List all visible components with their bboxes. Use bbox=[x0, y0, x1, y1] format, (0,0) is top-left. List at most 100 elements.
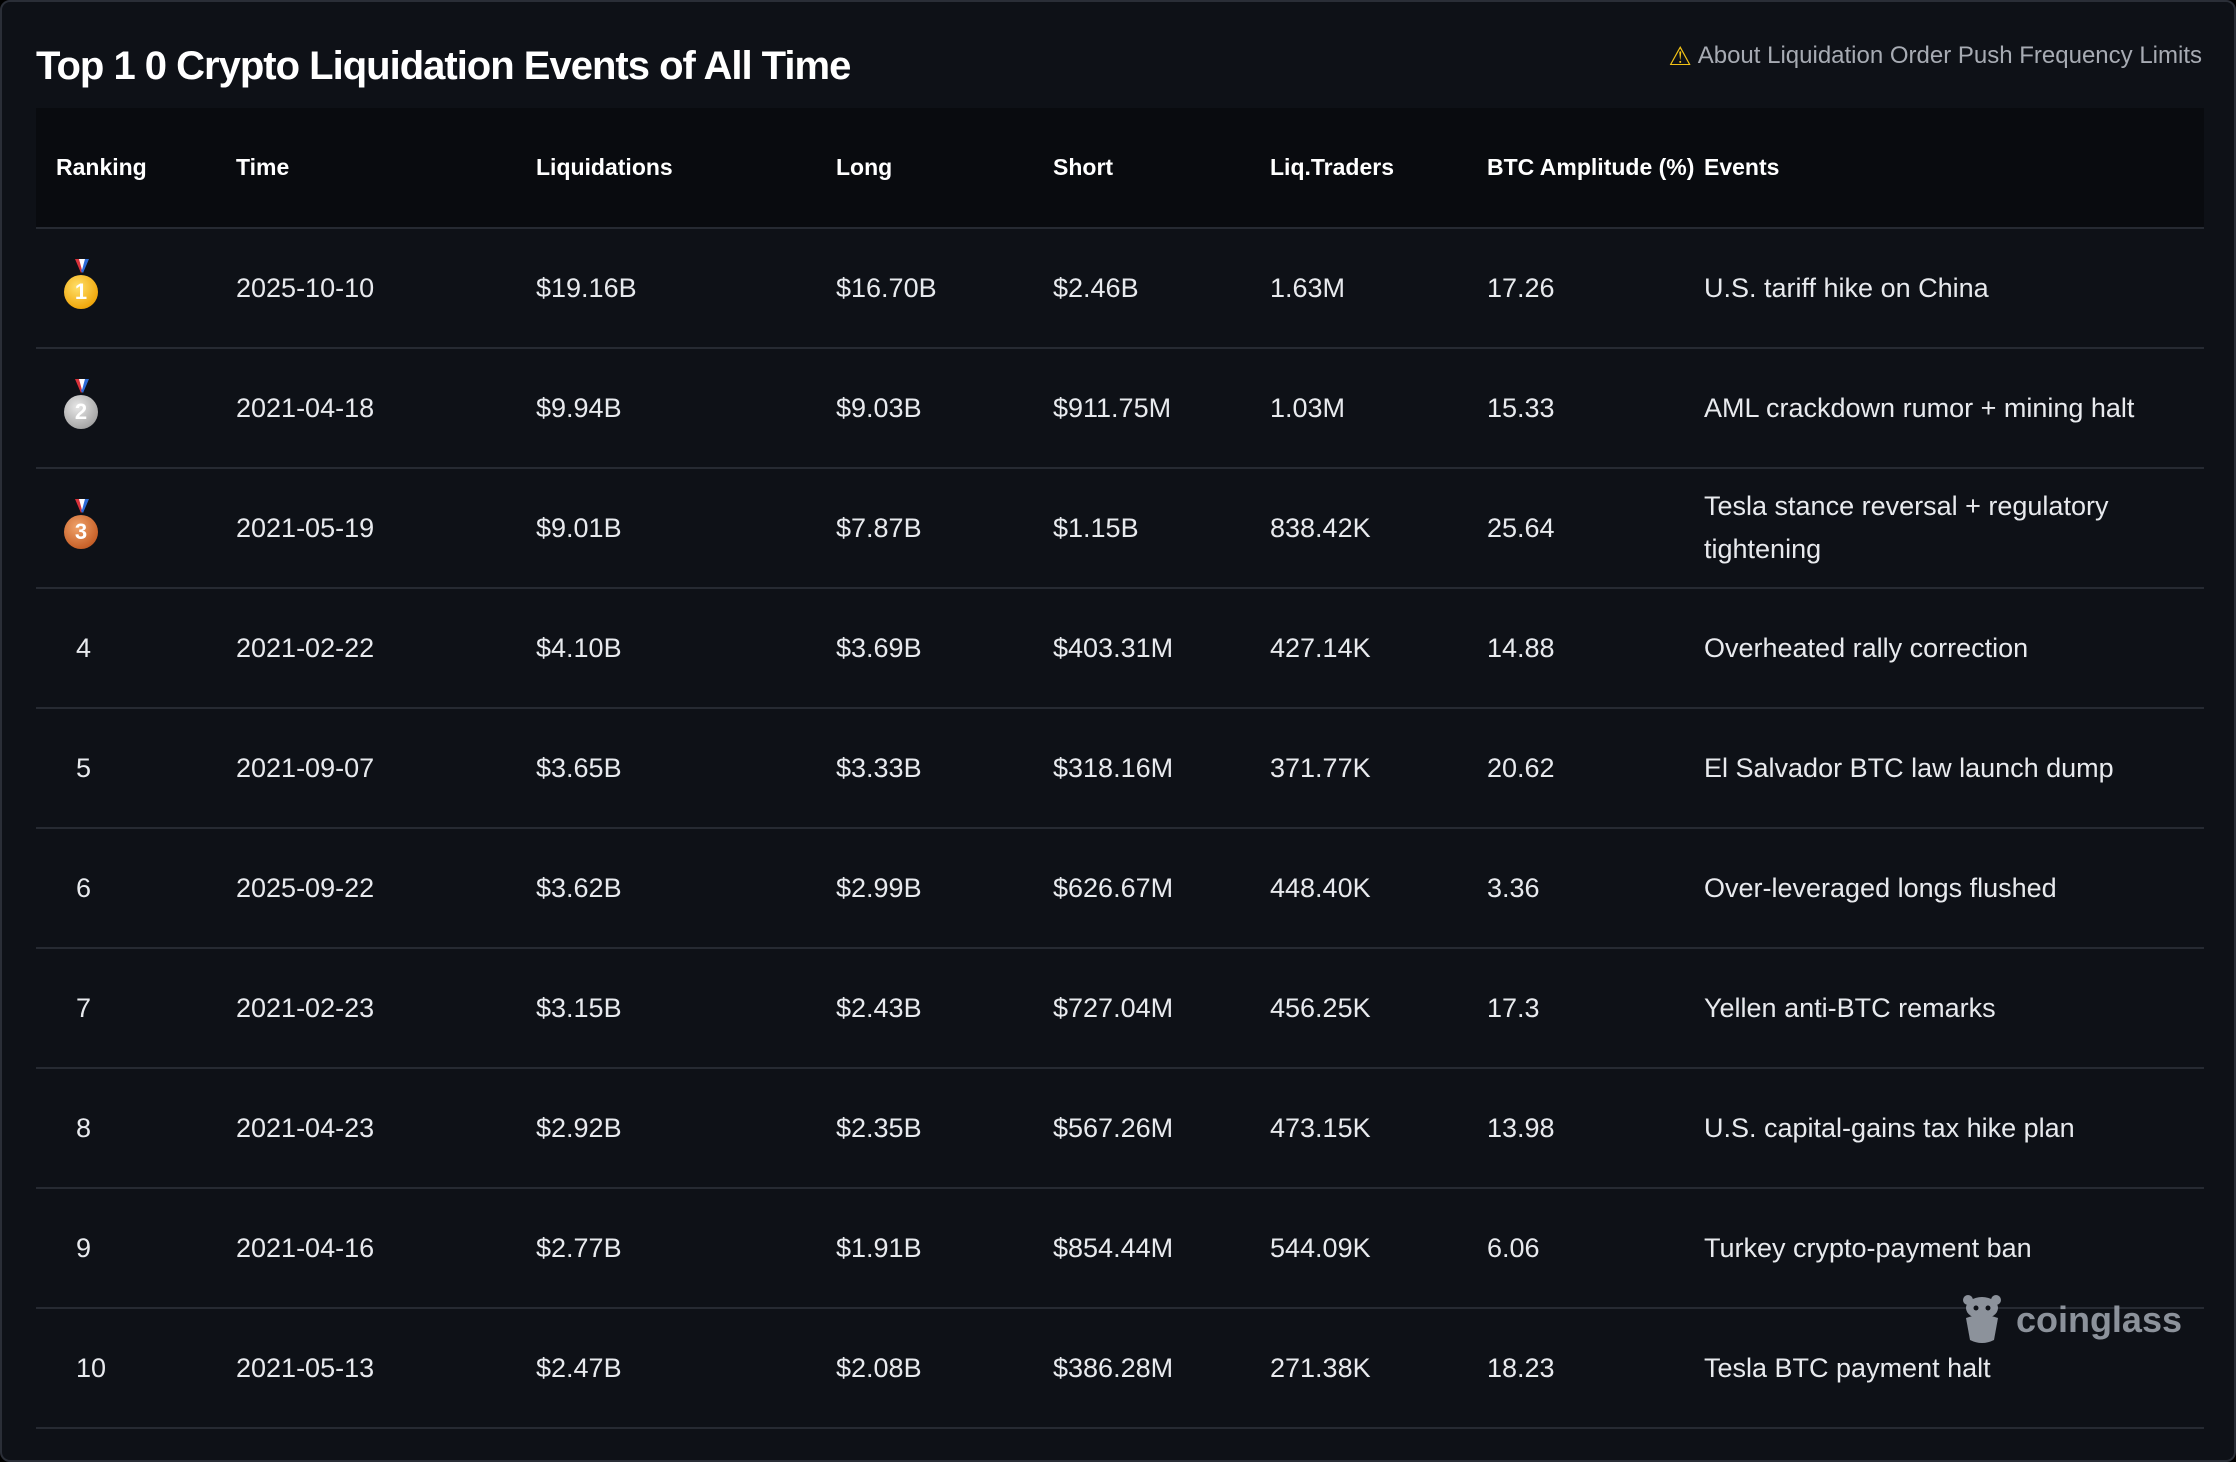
short-cell: $854.44M bbox=[1033, 1188, 1250, 1309]
rank-cell: 2 bbox=[36, 348, 216, 469]
btc-amplitude-cell: 20.62 bbox=[1467, 708, 1684, 829]
time-cell: 2021-04-16 bbox=[216, 1188, 516, 1309]
short-cell: $727.04M bbox=[1033, 948, 1250, 1069]
short-cell: $386.28M bbox=[1033, 1308, 1250, 1429]
gold-medal-icon: 1 bbox=[64, 258, 100, 311]
coinglass-logo-icon bbox=[1962, 1295, 2001, 1343]
liquidations-cell: $2.47B bbox=[516, 1308, 816, 1429]
btc-amplitude-cell: 13.98 bbox=[1467, 1068, 1684, 1189]
liquidation-table: Ranking Time Liquidations Long Short Liq… bbox=[36, 108, 2204, 1429]
rank-cell: 3 bbox=[36, 468, 216, 589]
long-cell: $2.08B bbox=[816, 1308, 1033, 1429]
liq-traders-cell: 271.38K bbox=[1250, 1308, 1467, 1429]
short-cell: $626.67M bbox=[1033, 828, 1250, 949]
long-cell: $3.69B bbox=[816, 588, 1033, 709]
liquidations-cell: $3.62B bbox=[516, 828, 816, 949]
long-cell: $7.87B bbox=[816, 468, 1033, 589]
btc-amplitude-cell: 17.3 bbox=[1467, 948, 1684, 1069]
liq-traders-cell: 473.15K bbox=[1250, 1068, 1467, 1189]
table-row: 8 2021-04-23 $2.92B $2.35B $567.26M 473.… bbox=[36, 1068, 2204, 1189]
short-cell: $403.31M bbox=[1033, 588, 1250, 709]
event-cell: U.S. tariff hike on China bbox=[1684, 228, 2204, 349]
rank-cell: 9 bbox=[36, 1188, 216, 1309]
table-row: 6 2025-09-22 $3.62B $2.99B $626.67M 448.… bbox=[36, 828, 2204, 949]
time-cell: 2021-09-07 bbox=[216, 708, 516, 829]
table-row: 7 2021-02-23 $3.15B $2.43B $727.04M 456.… bbox=[36, 948, 2204, 1069]
silver-medal-icon: 2 bbox=[64, 378, 100, 431]
time-cell: 2025-10-10 bbox=[216, 228, 516, 349]
bronze-medal-icon: 3 bbox=[64, 498, 100, 551]
frequency-limits-link[interactable]: About Liquidation Order Push Frequency L… bbox=[1697, 42, 2202, 69]
btc-amplitude-cell: 3.36 bbox=[1467, 828, 1684, 949]
btc-amplitude-cell: 25.64 bbox=[1467, 468, 1684, 589]
table-row: 9 2021-04-16 $2.77B $1.91B $854.44M 544.… bbox=[36, 1188, 2204, 1309]
table-row: 2 2021-04-18 $9.94B $9.03B $911.75M 1.03… bbox=[36, 348, 2204, 469]
table-header-row: Ranking Time Liquidations Long Short Liq… bbox=[36, 108, 2204, 229]
column-header-liquidations[interactable]: Liquidations bbox=[516, 108, 816, 229]
liq-traders-cell: 1.03M bbox=[1250, 348, 1467, 469]
liquidations-cell: $2.92B bbox=[516, 1068, 816, 1189]
btc-amplitude-cell: 6.06 bbox=[1467, 1188, 1684, 1309]
liquidations-cell: $3.65B bbox=[516, 708, 816, 829]
column-header-liq-traders[interactable]: Liq.Traders bbox=[1250, 108, 1467, 229]
liq-traders-cell: 427.14K bbox=[1250, 588, 1467, 709]
time-cell: 2021-04-18 bbox=[216, 348, 516, 469]
btc-amplitude-cell: 15.33 bbox=[1467, 348, 1684, 469]
table-row: 5 2021-09-07 $3.65B $3.33B $318.16M 371.… bbox=[36, 708, 2204, 829]
event-cell: Overheated rally correction bbox=[1684, 588, 2204, 709]
time-cell: 2021-02-23 bbox=[216, 948, 516, 1069]
coinglass-wordmark: coinglass bbox=[2015, 1299, 2182, 1340]
table-row: 10 2021-05-13 $2.47B $2.08B $386.28M 271… bbox=[36, 1308, 2204, 1429]
long-cell: $9.03B bbox=[816, 348, 1033, 469]
time-cell: 2021-05-13 bbox=[216, 1308, 516, 1429]
table-row: 3 2021-05-19 $9.01B $7.87B $1.15B 838.42… bbox=[36, 468, 2204, 589]
liquidations-cell: $9.01B bbox=[516, 468, 816, 589]
column-header-time[interactable]: Time bbox=[216, 108, 516, 229]
liq-traders-cell: 838.42K bbox=[1250, 468, 1467, 589]
rank-cell: 5 bbox=[36, 708, 216, 829]
liq-traders-cell: 448.40K bbox=[1250, 828, 1467, 949]
event-cell: Tesla stance reversal + regulatory tight… bbox=[1684, 468, 2204, 589]
short-cell: $567.26M bbox=[1033, 1068, 1250, 1189]
liquidations-cell: $4.10B bbox=[516, 588, 816, 709]
long-cell: $16.70B bbox=[816, 228, 1033, 349]
event-cell: Over-leveraged longs flushed bbox=[1684, 828, 2204, 949]
liq-traders-cell: 544.09K bbox=[1250, 1188, 1467, 1309]
liq-traders-cell: 1.63M bbox=[1250, 228, 1467, 349]
frequency-limits-notice[interactable]: ⚠ About Liquidation Order Push Frequency… bbox=[1668, 42, 2202, 70]
liquidations-cell: $3.15B bbox=[516, 948, 816, 1069]
liquidations-cell: $2.77B bbox=[516, 1188, 816, 1309]
column-header-events[interactable]: Events bbox=[1684, 108, 2204, 229]
liq-traders-cell: 371.77K bbox=[1250, 708, 1467, 829]
long-cell: $2.35B bbox=[816, 1068, 1033, 1189]
page-title: Top 1 0 Crypto Liquidation Events of All… bbox=[36, 44, 851, 88]
event-cell: U.S. capital-gains tax hike plan bbox=[1684, 1068, 2204, 1189]
long-cell: $2.99B bbox=[816, 828, 1033, 949]
column-header-short[interactable]: Short bbox=[1033, 108, 1250, 229]
long-cell: $3.33B bbox=[816, 708, 1033, 829]
time-cell: 2021-02-22 bbox=[216, 588, 516, 709]
event-cell: Yellen anti-BTC remarks bbox=[1684, 948, 2204, 1069]
liquidations-cell: $9.94B bbox=[516, 348, 816, 469]
warning-icon: ⚠ bbox=[1668, 41, 1692, 71]
rank-cell: 10 bbox=[36, 1308, 216, 1429]
event-cell: AML crackdown rumor + mining halt bbox=[1684, 348, 2204, 469]
long-cell: $1.91B bbox=[816, 1188, 1033, 1309]
column-header-btc-amplitude[interactable]: BTC Amplitude (%) bbox=[1467, 108, 1694, 229]
event-cell: Tesla BTC payment halt bbox=[1684, 1308, 2204, 1429]
short-cell: $911.75M bbox=[1033, 348, 1250, 469]
table-row: 4 2021-02-22 $4.10B $3.69B $403.31M 427.… bbox=[36, 588, 2204, 709]
time-cell: 2025-09-22 bbox=[216, 828, 516, 949]
rank-cell: 1 bbox=[36, 228, 216, 349]
btc-amplitude-cell: 18.23 bbox=[1467, 1308, 1684, 1429]
long-cell: $2.43B bbox=[816, 948, 1033, 1069]
column-header-ranking[interactable]: Ranking bbox=[36, 108, 216, 229]
liq-traders-cell: 456.25K bbox=[1250, 948, 1467, 1069]
column-header-long[interactable]: Long bbox=[816, 108, 1033, 229]
event-cell: Turkey crypto-payment ban bbox=[1684, 1188, 2204, 1309]
time-cell: 2021-04-23 bbox=[216, 1068, 516, 1189]
rank-cell: 6 bbox=[36, 828, 216, 949]
rank-cell: 8 bbox=[36, 1068, 216, 1189]
btc-amplitude-cell: 17.26 bbox=[1467, 228, 1684, 349]
